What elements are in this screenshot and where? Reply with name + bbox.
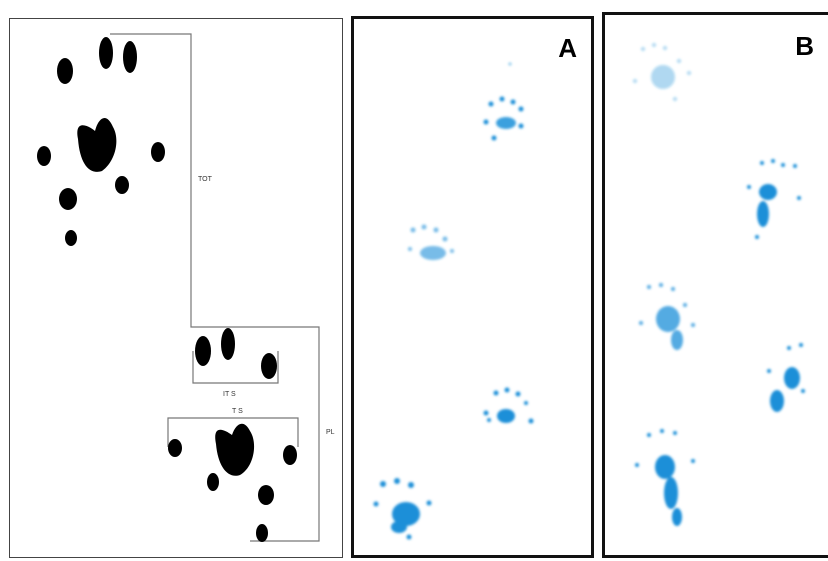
footprint-track-b bbox=[633, 43, 805, 526]
ts-label: T S bbox=[232, 408, 243, 415]
toe-pad bbox=[151, 142, 165, 162]
toe-pad bbox=[256, 524, 268, 542]
measurement-lines bbox=[110, 33, 320, 542]
footprint bbox=[408, 224, 454, 260]
toe-pad bbox=[115, 176, 129, 194]
ts-bracket bbox=[167, 417, 299, 447]
footprint-panel-a: A bbox=[351, 16, 594, 558]
palm-pad bbox=[215, 423, 255, 476]
toe-pad bbox=[65, 230, 77, 246]
panel-a-letter: A bbox=[558, 33, 577, 63]
toe-pad bbox=[261, 353, 277, 379]
footprint bbox=[483, 387, 534, 424]
footprint bbox=[767, 343, 805, 412]
toe-pad bbox=[258, 485, 274, 505]
footprint bbox=[633, 43, 691, 101]
its-label: IT S bbox=[223, 391, 236, 398]
footprint-panel-b: B bbox=[602, 12, 828, 558]
toe-pad bbox=[168, 439, 182, 457]
footprint bbox=[747, 159, 801, 239]
middle-toe-pads bbox=[195, 328, 277, 379]
panel-b-letter: B bbox=[795, 31, 814, 61]
its-bracket bbox=[192, 351, 279, 384]
footprint bbox=[635, 429, 695, 526]
footprint bbox=[483, 62, 524, 141]
toe-pad bbox=[221, 328, 235, 360]
top-pawprint bbox=[37, 37, 165, 246]
toe-pad bbox=[283, 445, 297, 465]
footprint-track-a bbox=[373, 62, 534, 540]
toe-pad bbox=[99, 37, 113, 69]
toe-pad bbox=[195, 336, 211, 366]
bottom-pawprint bbox=[168, 423, 297, 542]
pawprint-diagram bbox=[37, 33, 320, 542]
toe-pad bbox=[207, 473, 219, 491]
toe-pad bbox=[123, 41, 137, 73]
toe-pad bbox=[57, 58, 73, 84]
tot-label: TOT bbox=[198, 176, 212, 183]
pawprint-diagram-panel: TOT IT S T S PL bbox=[9, 18, 343, 558]
toe-pad bbox=[59, 188, 77, 210]
pl-label: PL bbox=[326, 429, 335, 436]
footprint bbox=[639, 283, 695, 350]
palm-pad bbox=[77, 118, 117, 172]
footprint bbox=[373, 478, 432, 540]
tot-bracket bbox=[110, 33, 320, 542]
toe-pad bbox=[37, 146, 51, 166]
